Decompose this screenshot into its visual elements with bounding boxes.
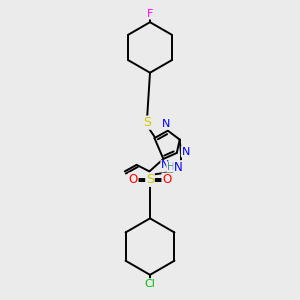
Text: N: N	[174, 161, 183, 174]
Text: O: O	[162, 173, 171, 186]
Text: O: O	[129, 173, 138, 186]
Text: N: N	[162, 119, 170, 129]
Text: H: H	[167, 162, 175, 172]
Text: N: N	[161, 160, 169, 170]
Text: S: S	[143, 116, 151, 129]
Text: Cl: Cl	[145, 279, 155, 289]
Text: S: S	[146, 173, 154, 186]
Text: F: F	[147, 9, 153, 19]
Text: N: N	[182, 147, 190, 157]
